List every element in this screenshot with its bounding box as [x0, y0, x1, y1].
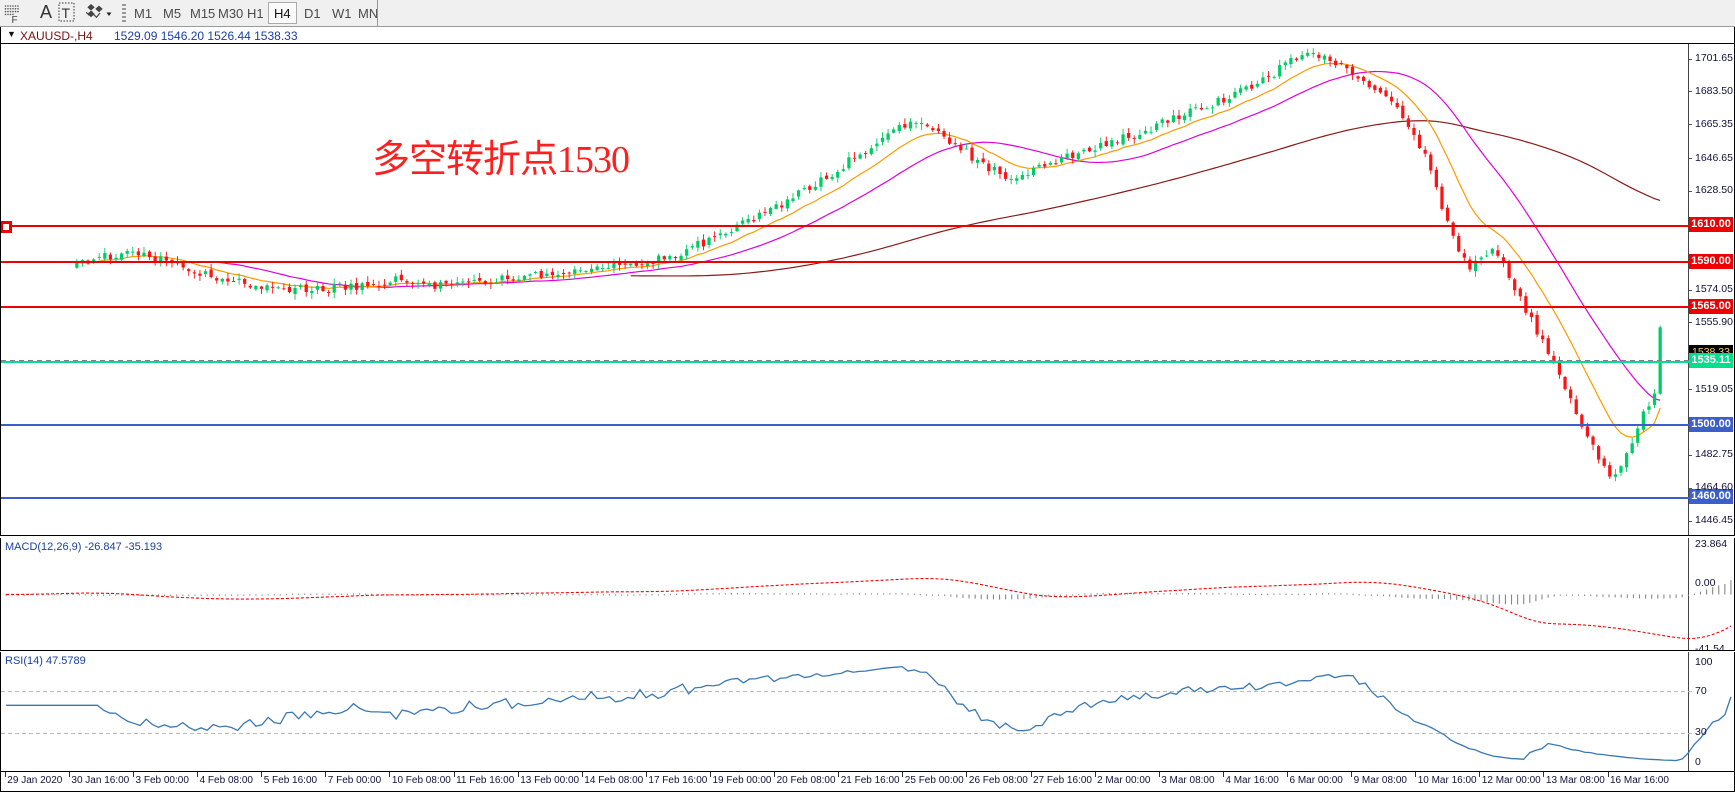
svg-text:T: T — [62, 5, 71, 21]
svg-text:F: F — [12, 15, 18, 26]
